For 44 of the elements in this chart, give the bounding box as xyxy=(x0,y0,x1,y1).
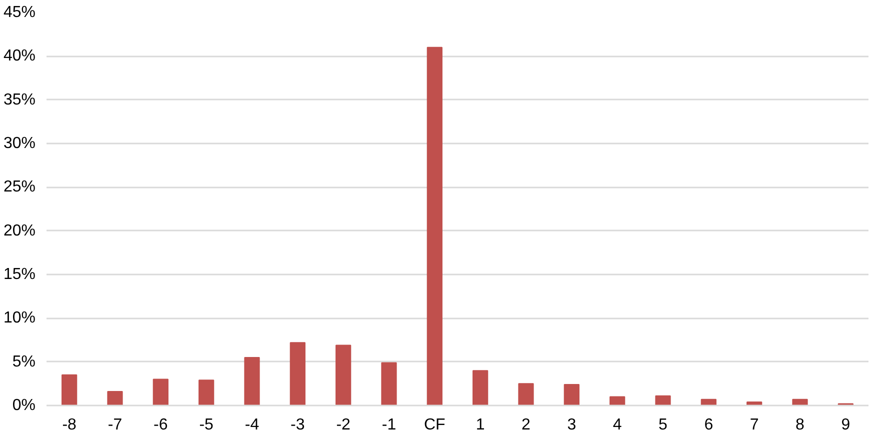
x-tick-label: 9 xyxy=(841,416,850,434)
y-tick-label: 35% xyxy=(3,91,36,108)
y-tick-label: 30% xyxy=(3,135,36,152)
bar xyxy=(62,374,78,406)
x-tick-label: -5 xyxy=(199,416,214,434)
x-tick-label: CF xyxy=(424,416,446,434)
y-tick-label: 10% xyxy=(3,310,36,327)
bar xyxy=(700,398,716,406)
x-tick-label: -1 xyxy=(382,416,396,434)
y-tick-label: 40% xyxy=(3,48,36,65)
y-tick-label: 15% xyxy=(3,266,36,283)
x-tick-label: 8 xyxy=(796,416,805,434)
x-tick-label: -3 xyxy=(290,416,305,434)
bar xyxy=(107,391,123,406)
x-tick-label: -6 xyxy=(154,416,168,434)
bar xyxy=(244,356,260,406)
y-tick-label: 25% xyxy=(3,178,36,196)
y-tick-label: 0% xyxy=(12,397,36,414)
x-tick-label: -2 xyxy=(336,416,351,434)
bar xyxy=(564,384,580,406)
x-tick-label: 7 xyxy=(750,416,759,434)
bar xyxy=(198,380,214,406)
bar xyxy=(792,398,808,406)
y-tick-label: 45% xyxy=(3,4,36,21)
x-tick-label: 4 xyxy=(612,416,622,434)
bar xyxy=(290,342,306,406)
y-tick-label: 5% xyxy=(12,353,36,370)
x-tick-label: 3 xyxy=(567,416,576,434)
bar xyxy=(426,46,442,406)
bar xyxy=(518,383,534,406)
x-tick-label: 5 xyxy=(658,416,668,434)
bar xyxy=(610,396,626,406)
bar xyxy=(472,370,488,406)
y-tick-label: 20% xyxy=(3,222,36,240)
x-tick-label: -4 xyxy=(244,416,260,434)
bar xyxy=(336,344,352,406)
bar xyxy=(655,395,671,406)
x-tick-label: -7 xyxy=(108,416,122,434)
x-tick-label: -8 xyxy=(62,416,77,434)
x-tick-label: 6 xyxy=(704,416,714,434)
x-tick-label: 2 xyxy=(522,416,531,434)
bar xyxy=(381,362,397,406)
x-tick-label: 1 xyxy=(476,416,485,434)
bar xyxy=(152,378,168,406)
